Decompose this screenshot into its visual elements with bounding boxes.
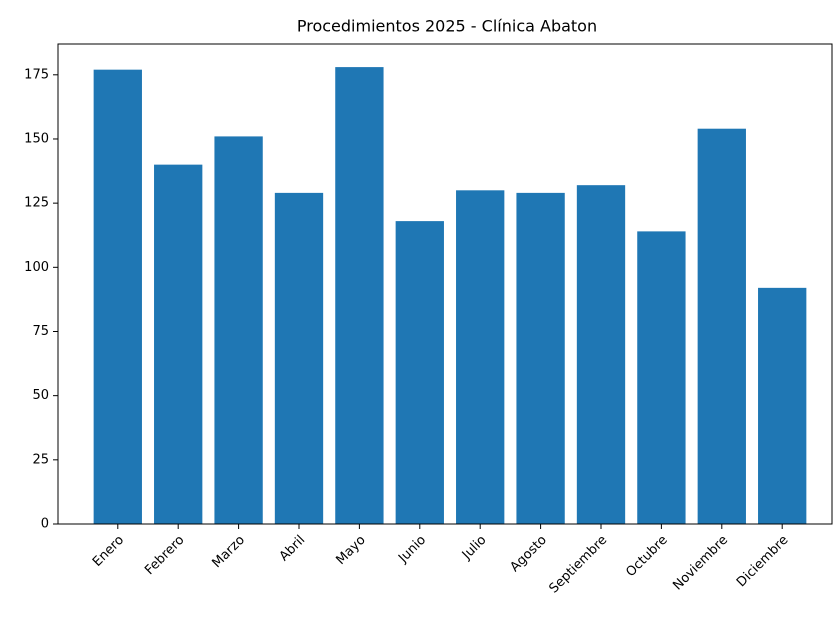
x-tick-label: Julio [459,533,490,564]
y-tick-label: 100 [24,260,49,275]
chart-title: Procedimientos 2025 - Clínica Abaton [297,17,597,36]
y-tick-label: 75 [32,324,49,339]
axes-frame [57,43,833,525]
y-tick-label: 175 [24,67,49,82]
bar [154,164,203,524]
bar [274,192,324,524]
y-tick-label: 150 [24,131,49,146]
x-tick-label: Enero [90,533,127,570]
x-tick-label: Marzo [209,533,247,571]
x-tick-label: Agosto [508,533,550,575]
x-tick-label: Junio [395,533,429,567]
x-tick-label: Noviembre [670,533,731,594]
bar [214,136,263,524]
bar [395,221,444,524]
bar [637,231,686,524]
bar [576,185,626,525]
bar [335,67,384,525]
y-tick-label: 50 [32,388,49,403]
y-tick-label: 25 [32,452,49,467]
y-tick-label: 0 [41,517,49,532]
x-tick-label: Diciembre [734,533,792,591]
bar [758,287,807,524]
x-tick-label: Febrero [142,533,187,578]
bar [697,128,746,525]
y-tick-label: 125 [24,196,49,211]
bar [93,69,142,524]
bar [456,190,505,524]
x-tick-label: Septiembre [547,533,611,597]
x-tick-label: Abril [277,533,309,565]
bar [516,192,565,524]
x-tick-label: Mayo [333,533,368,568]
x-tick-label: Octubre [623,533,670,580]
